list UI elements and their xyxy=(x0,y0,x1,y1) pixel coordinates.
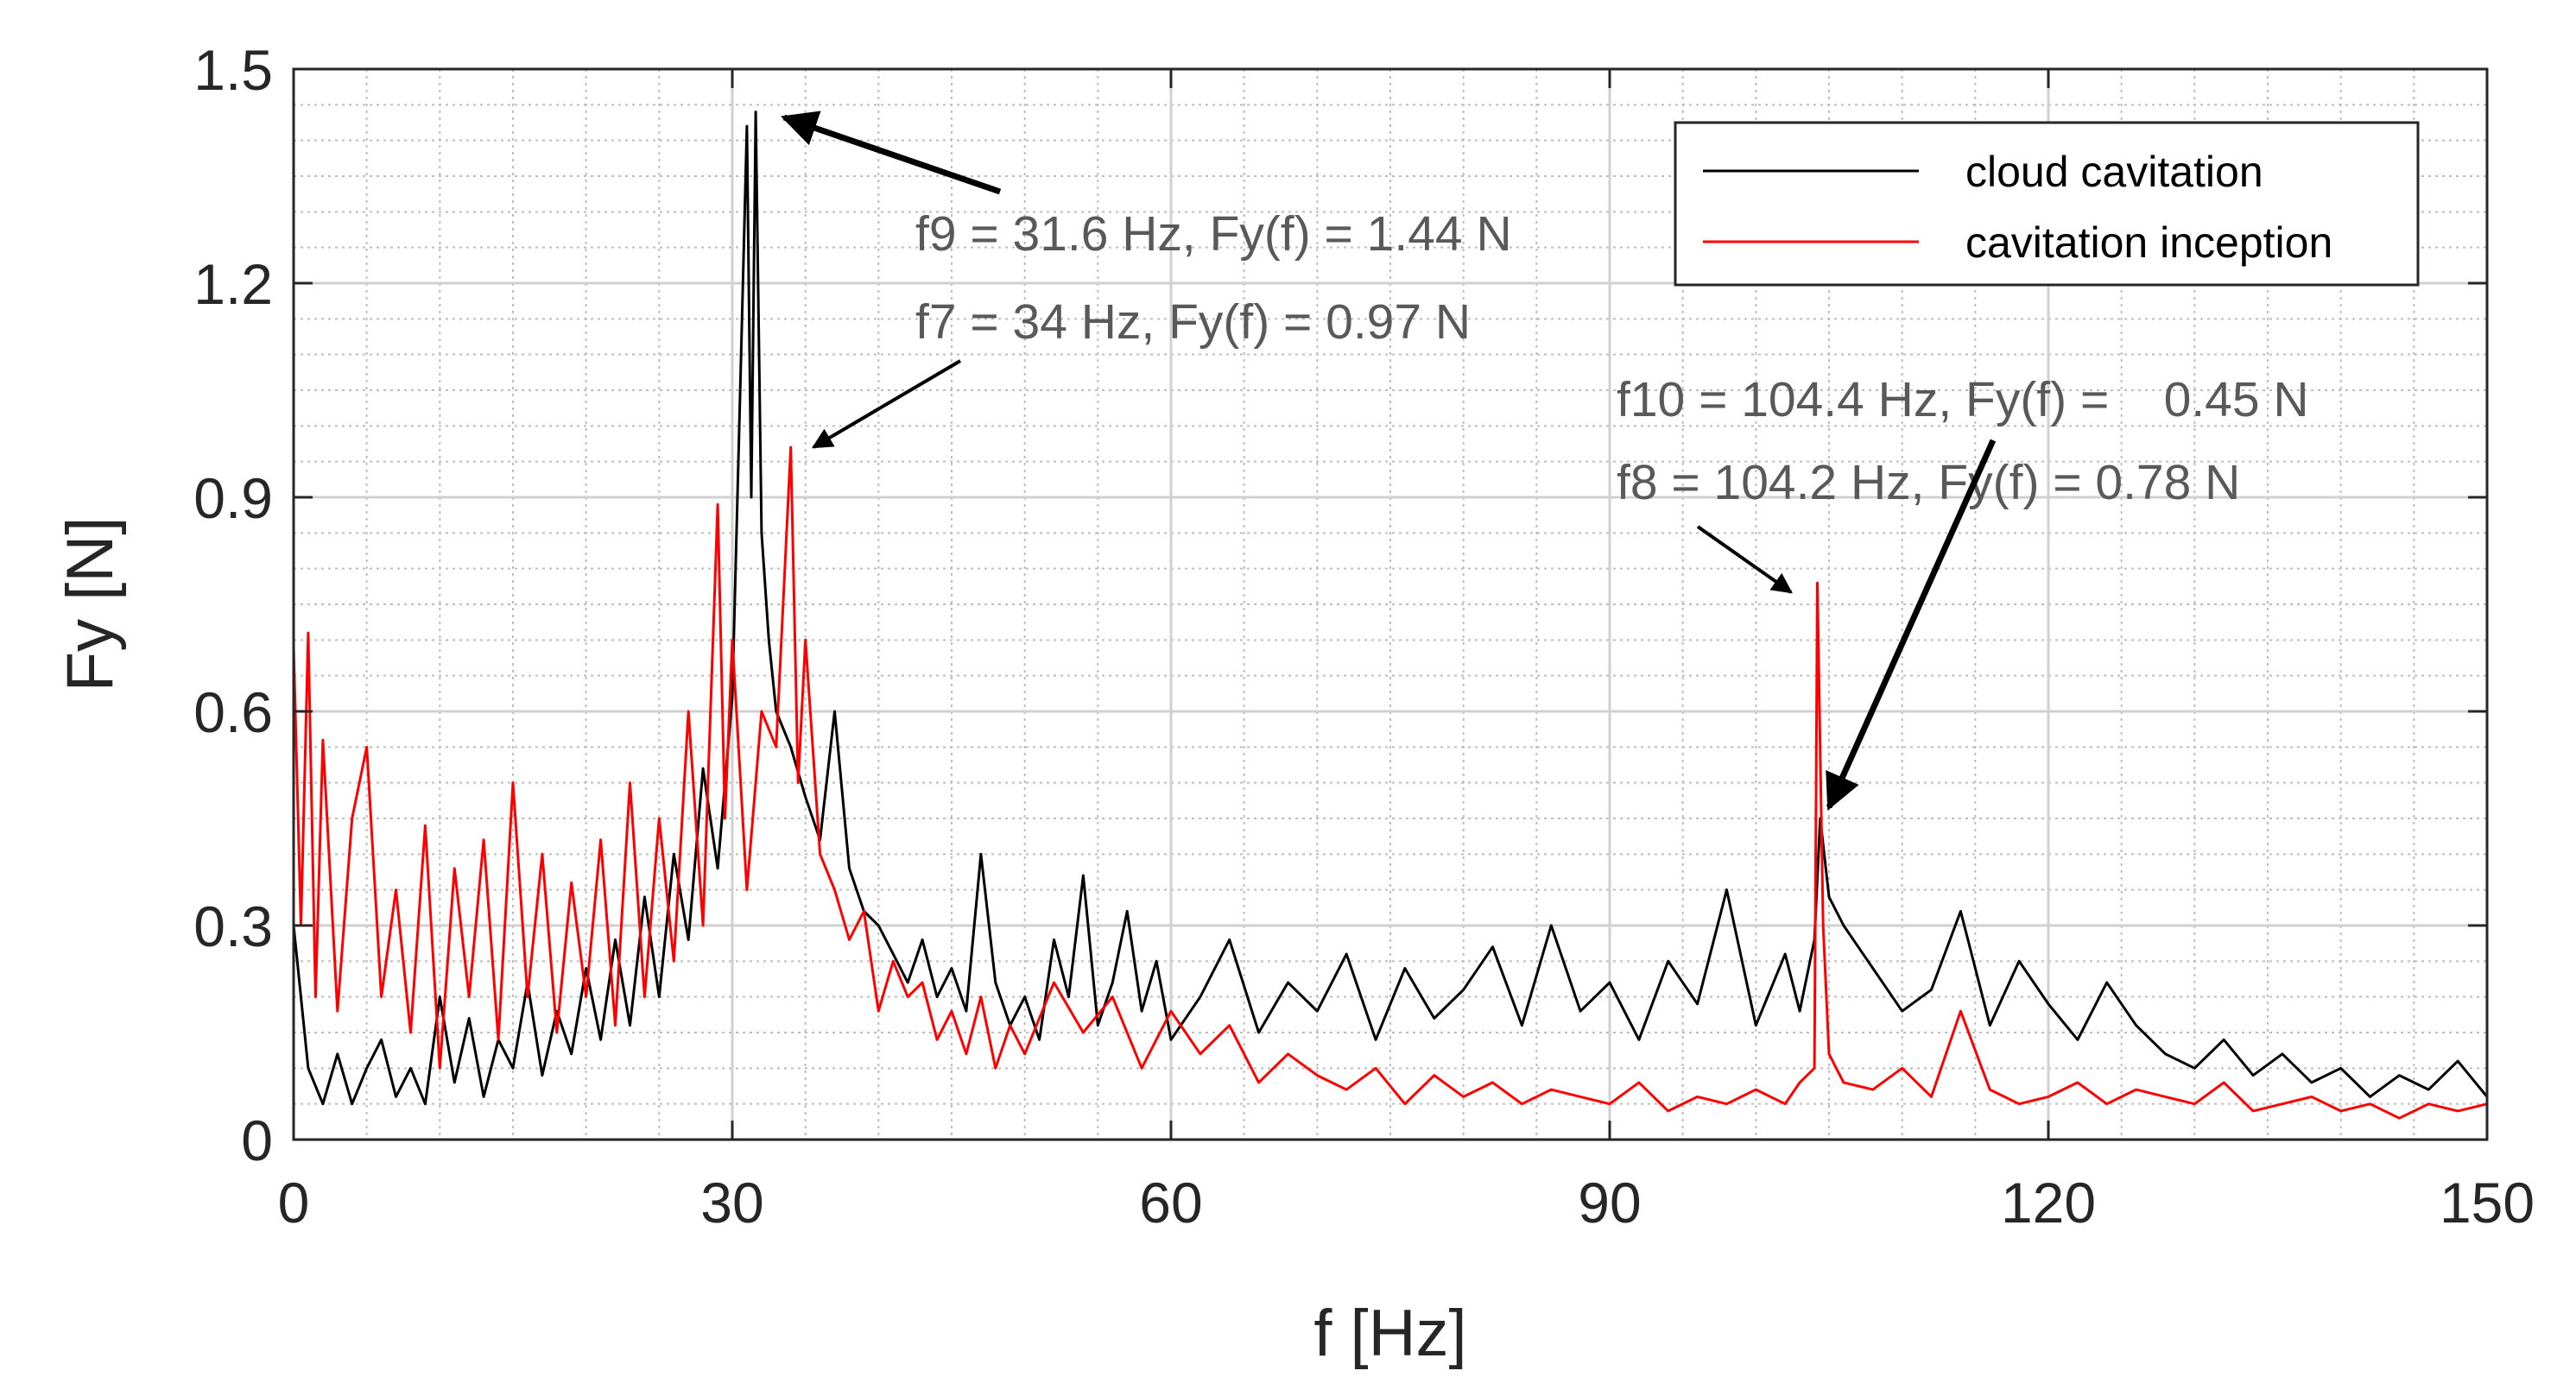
legend: cloud cavitation cavitation inception xyxy=(1674,121,2420,287)
minor-grid xyxy=(294,69,2487,1140)
arrow-f7 xyxy=(811,359,962,449)
y-tick-label: 0.6 xyxy=(193,680,273,744)
y-tick-label: 1.2 xyxy=(193,252,273,316)
y-tick-label: 0.9 xyxy=(193,466,273,530)
series-line-cavitation-inception xyxy=(294,445,2487,1120)
x-tick-label: 90 xyxy=(1578,1171,1641,1235)
legend-label-cloud-cavitation: cloud cavitation xyxy=(1965,148,2263,196)
annotation-f9: f9 = 31.6 Hz, Fy(f) = 1.44 N xyxy=(915,206,1512,262)
x-tick-label: 30 xyxy=(700,1171,763,1235)
y-tick-label: 0 xyxy=(241,1109,273,1172)
tick-layer: 0 30 60 90 120 150 0 0.3 0.6 0.9 1.2 1.5 xyxy=(193,38,2535,1235)
arrow-f10 xyxy=(1826,439,1997,811)
annotation-f7: f7 = 34 Hz, Fy(f) = 0.97 N xyxy=(915,294,1471,350)
x-axis-label: f [Hz] xyxy=(1313,1297,1466,1370)
y-tick-label: 0.3 xyxy=(193,894,273,958)
plot-frame xyxy=(292,67,2489,1141)
legend-label-cavitation-inception: cavitation inception xyxy=(1965,218,2332,267)
x-tick-label: 120 xyxy=(2001,1171,2096,1235)
arrow-f9 xyxy=(781,111,1002,195)
legend-box xyxy=(1674,121,2420,287)
x-tick-label: 60 xyxy=(1139,1171,1202,1235)
x-tick-label: 0 xyxy=(278,1171,310,1235)
series-layer xyxy=(294,111,2487,1120)
x-tick-label: 150 xyxy=(2440,1171,2535,1235)
y-tick-label: 1.5 xyxy=(193,38,273,102)
annotation-f8: f8 = 104.2 Hz, Fy(f) = 0.78 N xyxy=(1617,455,2240,510)
series-line-cloud-cavitation xyxy=(294,111,2487,1106)
arrow-f8 xyxy=(1696,525,1793,594)
annotation-f10: f10 = 104.4 Hz, Fy(f) = 0.45 N xyxy=(1617,372,2309,427)
y-axis-label: Fy [N] xyxy=(54,517,127,692)
